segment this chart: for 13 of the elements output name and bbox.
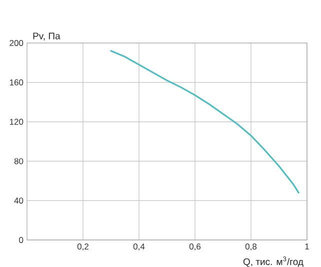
y-tick-label: 160: [10, 79, 24, 86]
y-axis-title: Pv, Па: [33, 32, 60, 40]
x-tick-label: 1: [305, 244, 309, 250]
y-tick-label: 40: [14, 198, 24, 204]
y-tick-label: 80: [14, 158, 24, 164]
x-tick-label: 0,4: [133, 244, 145, 251]
x-axis-title: Q, тис. м$^{3}$/год: [243, 256, 304, 267]
x-tick-label: 0,2: [77, 244, 88, 251]
y-tick-label: 200: [10, 40, 24, 46]
y-tick-label: 0: [19, 236, 24, 243]
x-tick-label: 0,6: [189, 244, 201, 251]
x-tick-label: 0,8: [245, 244, 257, 251]
y-tick-label: 120: [10, 118, 24, 125]
